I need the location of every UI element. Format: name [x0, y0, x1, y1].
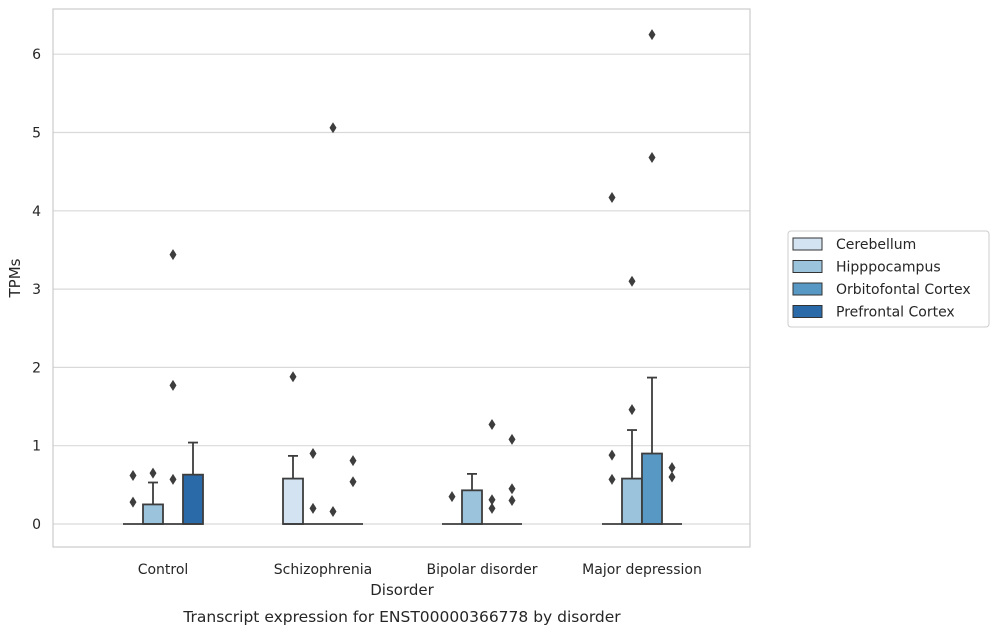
box-group: [482, 419, 502, 525]
outlier-point: [648, 29, 656, 41]
legend: Cerebellum Hipppocampus Orbitofontal Corte…: [787, 230, 990, 328]
box-group: [163, 249, 183, 525]
box: [282, 477, 304, 525]
x-axis-ticks: Control Schizophrenia Bipolar disorder Majo…: [138, 562, 702, 578]
x-axis-label: Disorder: [370, 581, 434, 599]
outlier-point: [129, 496, 137, 508]
x-tick-label: Schizophrenia: [274, 562, 372, 578]
box-group: [343, 455, 363, 525]
box-group: [602, 191, 622, 525]
box-group: [282, 371, 304, 525]
legend-swatch: [792, 282, 823, 296]
legend-label: Hipppocampus: [836, 260, 941, 276]
outlier-point: [329, 122, 337, 134]
x-tick-label: Major depression: [582, 562, 702, 578]
legend-label: Orbitofontal Cortex: [836, 282, 971, 298]
y-tick-label: 1: [32, 439, 41, 455]
outlier-point: [628, 275, 636, 287]
y-tick-label: 3: [32, 282, 41, 298]
box: [182, 473, 204, 525]
outlier-point: [129, 469, 137, 481]
box-plot-marks: [123, 29, 682, 525]
outlier-point: [628, 404, 636, 416]
box-group: [142, 467, 164, 525]
legend-label: Prefrontal Cortex: [836, 305, 955, 321]
x-tick-label: Bipolar disorder: [426, 562, 537, 578]
box-group: [123, 469, 143, 525]
outlier-point: [648, 152, 656, 164]
outlier-point: [289, 371, 297, 383]
outlier-point: [448, 491, 456, 503]
outlier-point: [508, 433, 516, 445]
y-tick-label: 2: [32, 360, 41, 376]
box: [621, 477, 643, 525]
box-group: [461, 472, 483, 525]
box-group: [442, 491, 462, 525]
box: [641, 452, 663, 525]
y-tick-label: 0: [32, 517, 41, 533]
y-tick-label: 6: [32, 47, 41, 63]
outlier-point: [608, 449, 616, 461]
grid-lines: [53, 53, 750, 525]
box: [461, 489, 483, 525]
legend-swatch: [792, 305, 823, 318]
outlier-point: [169, 473, 177, 485]
box-group: [662, 462, 682, 525]
legend-label: Cerebellum: [836, 237, 916, 253]
outlier-point: [488, 502, 496, 514]
outlier-point: [309, 502, 317, 514]
outlier-point: [169, 249, 177, 261]
outlier-point: [349, 476, 357, 488]
outlier-point: [608, 473, 616, 485]
outlier-point: [488, 419, 496, 431]
legend-frame: [787, 230, 990, 328]
box: [142, 503, 164, 525]
y-tick-label: 4: [32, 204, 41, 220]
y-axis-ticks: 0 1 2 3 4 5 6: [32, 47, 41, 533]
box-group: [303, 448, 323, 525]
outlier-point: [149, 467, 157, 479]
outlier-point: [508, 483, 516, 495]
x-tick-label: Control: [138, 562, 189, 578]
box-group: [182, 441, 204, 525]
outlier-point: [608, 191, 616, 203]
outlier-point: [309, 448, 317, 460]
chart-caption: Transcript expression for ENST0000036677…: [182, 608, 621, 626]
y-axis-label: TPMs: [6, 258, 24, 298]
outlier-point: [668, 462, 676, 474]
outlier-point: [169, 379, 177, 391]
outlier-point: [488, 494, 496, 506]
y-tick-label: 5: [32, 126, 41, 142]
outlier-point: [329, 505, 337, 517]
outlier-point: [668, 471, 676, 483]
legend-swatch: [792, 237, 823, 251]
outlier-point: [349, 455, 357, 467]
box-group: [621, 275, 643, 525]
plot-area-frame: [52, 8, 751, 548]
outlier-point: [508, 495, 516, 507]
box-group: [502, 433, 522, 525]
box-group: [641, 29, 663, 525]
legend-swatch: [792, 260, 823, 273]
box-group: [323, 122, 343, 525]
